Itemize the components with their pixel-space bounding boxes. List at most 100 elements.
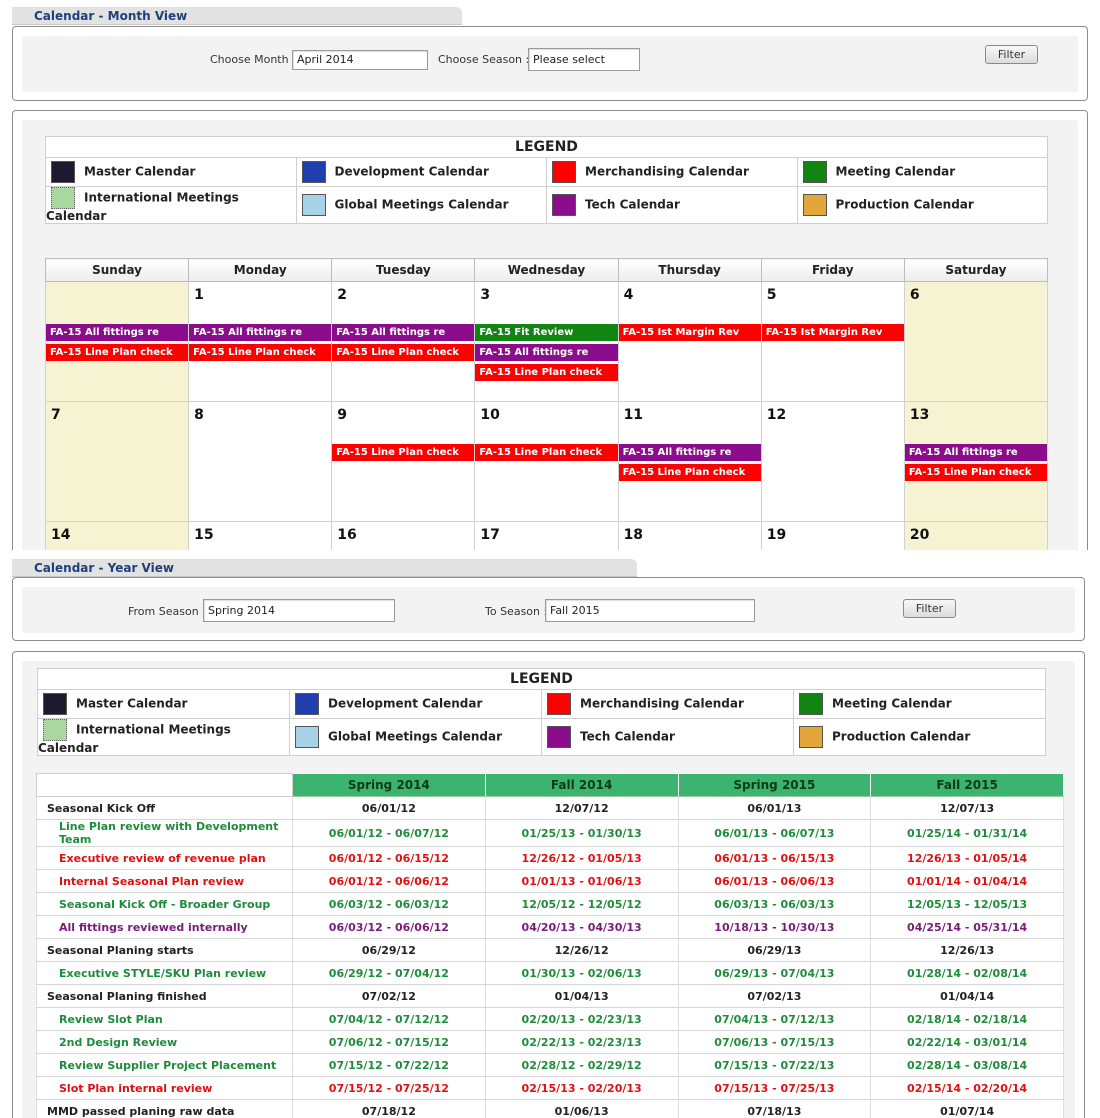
calendar-event[interactable]: FA-15 Line Plan check [475,444,618,461]
milestone-date[interactable]: 10/18/13 - 10/30/13 [677,915,872,939]
milestone-date[interactable]: 06/01/12 [292,796,486,820]
milestone-date[interactable]: 12/26/13 - 01/05/14 [870,846,1064,870]
day-cell[interactable]: FA-15 All fittings re FA-15 Line Plan che… [44,281,190,402]
to-season-select[interactable]: Fall 2015 [545,599,755,622]
milestone-date[interactable]: 06/01/12 - 06/06/12 [292,869,486,893]
milestone-date[interactable]: 07/02/13 [677,984,872,1008]
milestone-date[interactable]: 04/25/14 - 05/31/14 [870,915,1064,939]
milestone-date[interactable]: 12/07/13 [870,796,1064,820]
calendar-event[interactable]: FA-15 All fittings re [475,344,618,361]
choose-month-input[interactable]: April 2014 [292,50,428,70]
calendar-event[interactable]: FA-15 All fittings re [904,444,1047,461]
milestone-date[interactable]: 01/04/13 [484,984,679,1008]
choose-season-select[interactable]: Please select [528,48,640,71]
from-season-select[interactable]: Spring 2014 [203,599,395,622]
milestone-date[interactable]: 02/15/14 - 02/20/14 [870,1076,1064,1100]
calendar-event[interactable]: FA-15 Ist Margin Rev [761,324,904,341]
day-cell[interactable]: 15 [188,521,333,550]
calendar-event[interactable]: FA-15 Ist Margin Rev [618,324,761,341]
day-cell[interactable]: 20 [903,521,1049,550]
milestone-date[interactable]: 01/04/14 [870,984,1064,1008]
milestone-date[interactable]: 12/07/12 [484,796,679,820]
day-cell[interactable]: 6 [903,281,1049,402]
day-cell[interactable]: 14 [44,521,190,550]
milestone-date[interactable]: 02/20/13 - 02/23/13 [484,1007,679,1031]
milestone-date[interactable]: 06/29/13 - 07/04/13 [677,961,872,985]
day-cell[interactable]: 3 FA-15 Fit Review FA-15 All fittings re FA… [474,281,619,402]
month-filter-button[interactable]: Filter [985,45,1038,64]
day-cell[interactable]: 7 [44,401,190,522]
milestone-date[interactable]: 07/18/13 [677,1099,872,1118]
day-cell[interactable]: 9 FA-15 Line Plan check [331,401,476,522]
calendar-event[interactable]: FA-15 Line Plan check [618,464,761,481]
year-filter-button[interactable]: Filter [903,599,956,618]
milestone-date[interactable]: 01/01/14 - 01/04/14 [870,869,1064,893]
milestone-date[interactable]: 01/30/13 - 02/06/13 [484,961,679,985]
milestone-date[interactable]: 01/01/13 - 01/06/13 [484,869,679,893]
day-cell[interactable]: 11 FA-15 All fittings re FA-15 Line Plan c… [617,401,762,522]
day-cell[interactable]: 13 FA-15 All fittings re FA-15 Line Plan c… [903,401,1049,522]
milestone-date[interactable]: 01/06/13 [484,1099,679,1118]
milestone-date[interactable]: 07/04/12 - 07/12/12 [292,1007,486,1031]
milestone-date[interactable]: 01/25/13 - 01/30/13 [484,819,679,847]
milestone-date[interactable]: 06/29/12 - 07/04/12 [292,961,486,985]
day-cell[interactable]: 4 FA-15 Ist Margin Rev [617,281,762,402]
milestone-date[interactable]: 07/15/12 - 07/25/12 [292,1076,486,1100]
day-cell[interactable]: 1 FA-15 All fittings re FA-15 Line Plan ch… [188,281,333,402]
milestone-date[interactable]: 07/18/12 [292,1099,486,1118]
milestone-date[interactable]: 06/01/13 - 06/07/13 [677,819,872,847]
milestone-date[interactable]: 06/01/13 - 06/06/13 [677,869,872,893]
milestone-date[interactable]: 12/05/12 - 12/05/12 [484,892,679,916]
calendar-event[interactable]: FA-15 Line Plan check [904,464,1047,481]
day-cell[interactable]: 8 [188,401,333,522]
calendar-event[interactable]: FA-15 Line Plan check [332,344,475,361]
milestone-date[interactable]: 06/01/12 - 06/07/12 [292,819,486,847]
milestone-date[interactable]: 02/28/14 - 03/08/14 [870,1053,1064,1077]
milestone-date[interactable]: 02/18/14 - 02/18/14 [870,1007,1064,1031]
milestone-date[interactable]: 06/03/12 - 06/06/12 [292,915,486,939]
milestone-date[interactable]: 06/01/13 - 06/15/13 [677,846,872,870]
day-cell[interactable]: 2 FA-15 All fittings re FA-15 Line Plan ch… [331,281,476,402]
milestone-date[interactable]: 01/25/14 - 01/31/14 [870,819,1064,847]
milestone-date[interactable]: 12/26/13 [870,938,1064,962]
milestone-date[interactable]: 07/02/12 [292,984,486,1008]
milestone-date[interactable]: 07/06/12 - 07/15/12 [292,1030,486,1054]
milestone-date[interactable]: 02/15/13 - 02/20/13 [484,1076,679,1100]
milestone-date[interactable]: 07/15/12 - 07/22/12 [292,1053,486,1077]
day-cell[interactable]: 12 [760,401,905,522]
calendar-event[interactable]: FA-15 Fit Review [475,324,618,341]
calendar-event[interactable]: FA-15 Line Plan check [46,344,189,361]
milestone-date[interactable]: 02/28/12 - 02/29/12 [484,1053,679,1077]
milestone-date[interactable]: 07/15/13 - 07/22/13 [677,1053,872,1077]
calendar-event[interactable]: FA-15 All fittings re [46,324,189,341]
milestone-date[interactable]: 06/01/13 [677,796,872,820]
milestone-date[interactable]: 12/26/12 [484,938,679,962]
milestone-date[interactable]: 12/05/13 - 12/05/13 [870,892,1064,916]
calendar-event[interactable]: FA-15 All fittings re [618,444,761,461]
calendar-event[interactable]: FA-15 Line Plan check [189,344,332,361]
milestone-date[interactable]: 06/29/13 [677,938,872,962]
milestone-date[interactable]: 07/15/13 - 07/25/13 [677,1076,872,1100]
day-cell[interactable]: 5 FA-15 Ist Margin Rev [760,281,905,402]
day-cell[interactable]: 18 [617,521,762,550]
milestone-date[interactable]: 01/07/14 [870,1099,1064,1118]
milestone-date[interactable]: 02/22/14 - 03/01/14 [870,1030,1064,1054]
milestone-date[interactable]: 07/06/13 - 07/15/13 [677,1030,872,1054]
milestone-date[interactable]: 06/03/12 - 06/03/12 [292,892,486,916]
milestone-date[interactable]: 01/28/14 - 02/08/14 [870,961,1064,985]
calendar-event[interactable]: FA-15 All fittings re [332,324,475,341]
day-cell[interactable]: 10 FA-15 Line Plan check [474,401,619,522]
milestone-date[interactable]: 07/04/13 - 07/12/13 [677,1007,872,1031]
milestone-date[interactable]: 12/26/12 - 01/05/13 [484,846,679,870]
calendar-event[interactable]: FA-15 Line Plan check [475,364,618,381]
milestone-date[interactable]: 04/20/13 - 04/30/13 [484,915,679,939]
milestone-date[interactable]: 06/29/12 [292,938,486,962]
day-cell[interactable]: 19 [760,521,905,550]
milestone-date[interactable]: 02/22/13 - 02/23/13 [484,1030,679,1054]
calendar-event[interactable]: FA-15 Line Plan check [332,444,475,461]
milestone-date[interactable]: 06/03/13 - 06/03/13 [677,892,872,916]
day-cell[interactable]: 17 [474,521,619,550]
day-cell[interactable]: 16 [331,521,476,550]
milestone-date[interactable]: 06/01/12 - 06/15/12 [292,846,486,870]
calendar-event[interactable]: FA-15 All fittings re [189,324,332,341]
